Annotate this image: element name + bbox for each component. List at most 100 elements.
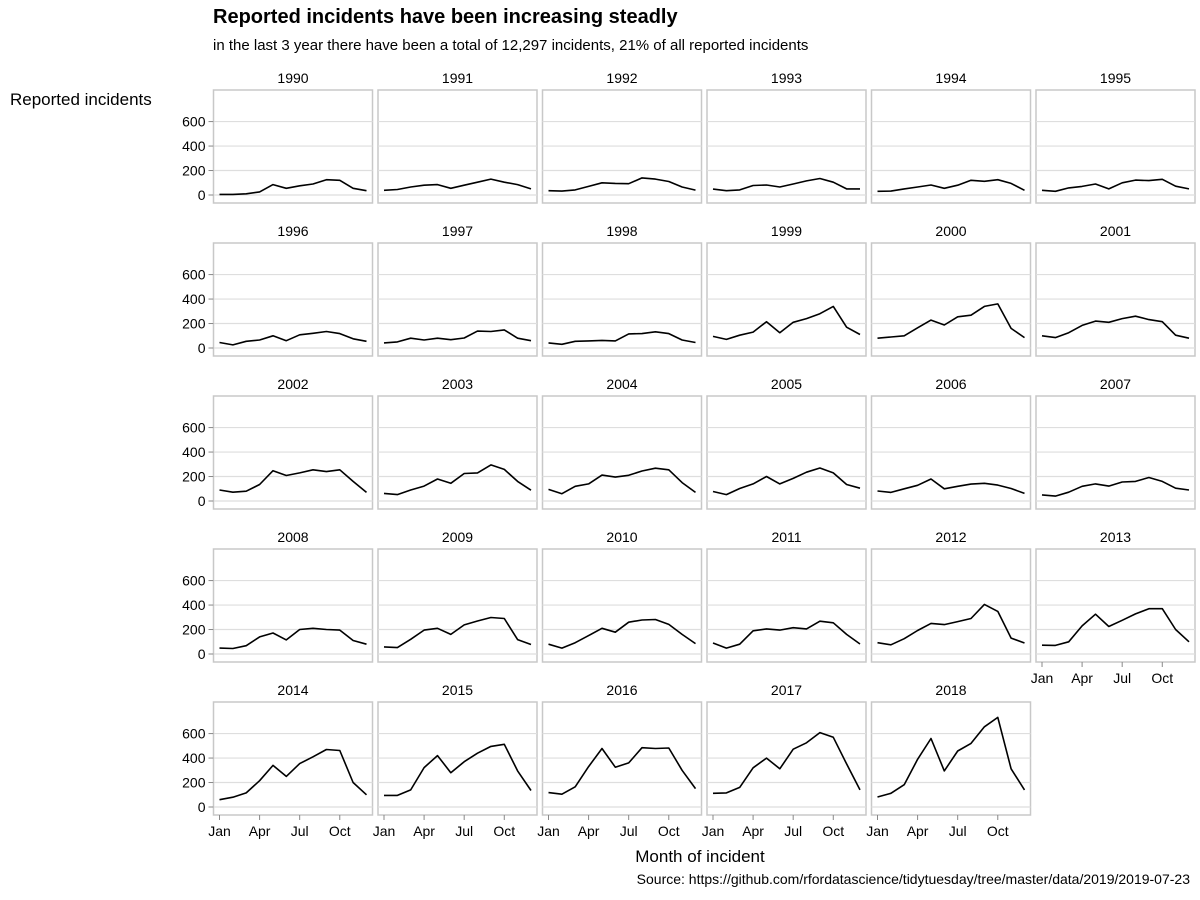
facet-panel-2002: 2002 0 200 400 600	[182, 376, 374, 510]
x-tick-label: Jul	[291, 823, 309, 839]
facet-panel-2014: 2014 0 200 400 600 Jan Apr Jul Oct	[182, 682, 374, 839]
series-line-2017	[712, 731, 861, 795]
y-tick-label: 0	[198, 646, 206, 662]
series-line-2002	[219, 468, 368, 494]
series-line-1990	[219, 178, 367, 196]
x-tick-label: Oct	[822, 823, 844, 839]
facet-label: 1992	[606, 70, 637, 86]
x-tick-label: Jul	[949, 823, 967, 839]
facet-label: 2015	[442, 682, 473, 698]
x-tick-label: Jan	[866, 823, 889, 839]
y-axis-title: Reported incidents	[10, 90, 152, 109]
series-line-1993	[712, 177, 860, 192]
x-tick-label: Apr	[249, 823, 271, 839]
facet-label: 2008	[277, 529, 308, 545]
facet-label: 2016	[606, 682, 637, 698]
series-line-2018	[877, 716, 1026, 798]
y-tick-label: 600	[182, 420, 206, 436]
facet-label: 1995	[1100, 70, 1131, 86]
facet-label: 2005	[771, 376, 802, 392]
facet-label: 1997	[442, 223, 473, 239]
y-tick-label: 400	[182, 444, 206, 460]
facet-panel-1996: 1996 0 200 400 600	[182, 223, 374, 357]
series-line-2016	[548, 746, 697, 796]
x-tick-label: Oct	[1151, 670, 1173, 686]
y-tick-label: 600	[182, 573, 206, 589]
series-line-1994	[877, 178, 1025, 193]
series-line-2005	[712, 467, 861, 496]
facet-panel-1998: 1998	[541, 223, 703, 357]
facet-panel-2012: 2012	[870, 529, 1032, 663]
facet-panel-1992: 1992	[541, 70, 703, 204]
series-line-1991	[383, 178, 532, 192]
y-tick-label: 200	[182, 622, 206, 638]
facet-panel-2007: 2007	[1035, 376, 1196, 510]
chart-caption: Source: https://github.com/rfordatascien…	[636, 871, 1190, 887]
facet-panel-2000: 2000	[870, 223, 1032, 357]
x-tick-label: Jan	[537, 823, 560, 839]
y-tick-label: 600	[182, 726, 206, 742]
facet-label: 2000	[935, 223, 966, 239]
series-line-1997	[383, 329, 532, 344]
facet-label: 2006	[935, 376, 966, 392]
facet-label: 2014	[277, 682, 308, 698]
facet-label: 2012	[935, 529, 966, 545]
chart-subtitle: in the last 3 year there have been a tot…	[213, 37, 809, 54]
x-tick-label: Apr	[578, 823, 600, 839]
x-tick-label: Jan	[702, 823, 725, 839]
facet-panel-2004: 2004	[541, 376, 703, 510]
facet-panel-2008: 2008 0 200 400 600	[182, 529, 374, 663]
facet-label: 1999	[771, 223, 802, 239]
x-tick-label: Jan	[1031, 670, 1054, 686]
x-tick-label: Apr	[907, 823, 929, 839]
facet-label: 2002	[277, 376, 308, 392]
facet-panel-1994: 1994	[870, 70, 1032, 204]
x-tick-label: Jul	[1113, 670, 1131, 686]
y-tick-label: 0	[198, 187, 206, 203]
series-line-2003	[383, 464, 532, 496]
x-tick-label: Oct	[493, 823, 515, 839]
series-line-2014	[219, 748, 368, 801]
facet-panel-2013: 2013 Jan Apr Jul Oct	[1031, 529, 1196, 686]
x-tick-label: Jul	[784, 823, 802, 839]
facet-panel-2010: 2010	[541, 529, 703, 663]
series-line-2000	[877, 303, 1025, 339]
facet-panel-2017: 2017 Jan Apr Jul Oct	[702, 682, 867, 839]
chart-title: Reported incidents have been increasing …	[213, 6, 678, 28]
y-tick-label: 600	[182, 114, 206, 130]
facet-label: 2001	[1100, 223, 1131, 239]
series-line-2010	[548, 618, 696, 649]
y-tick-label: 400	[182, 597, 206, 613]
facet-panel-1993: 1993	[706, 70, 867, 204]
facet-panel-1997: 1997	[377, 223, 538, 357]
series-line-2012	[877, 603, 1025, 646]
x-tick-label: Jul	[620, 823, 638, 839]
facet-panel-1995: 1995	[1035, 70, 1196, 204]
facet-label: 2010	[606, 529, 637, 545]
series-line-1998	[548, 330, 696, 346]
series-line-2007	[1041, 476, 1190, 497]
y-tick-label: 200	[182, 775, 206, 791]
facet-label: 1994	[935, 70, 966, 86]
facet-panel-2006: 2006	[870, 376, 1032, 510]
facet-label: 1996	[277, 223, 308, 239]
facet-panel-2015: 2015 Jan Apr Jul Oct	[373, 682, 538, 839]
series-line-1999	[712, 305, 861, 341]
facet-label: 2018	[935, 682, 966, 698]
series-line-1992	[548, 177, 696, 192]
facet-label: 2004	[606, 376, 637, 392]
y-tick-label: 0	[198, 493, 206, 509]
x-tick-label: Apr	[1071, 670, 1093, 686]
facet-label: 2011	[771, 529, 801, 545]
facet-label: 2007	[1100, 376, 1131, 392]
x-tick-label: Oct	[987, 823, 1009, 839]
y-tick-label: 400	[182, 291, 206, 307]
facet-label: 2003	[442, 376, 473, 392]
facet-label: 2009	[442, 529, 473, 545]
facet-panel-2009: 2009	[377, 529, 538, 663]
series-line-2011	[712, 620, 861, 649]
series-line-2008	[219, 627, 367, 650]
facet-panel-2003: 2003	[377, 376, 538, 510]
facet-panel-1999: 1999	[706, 223, 867, 357]
